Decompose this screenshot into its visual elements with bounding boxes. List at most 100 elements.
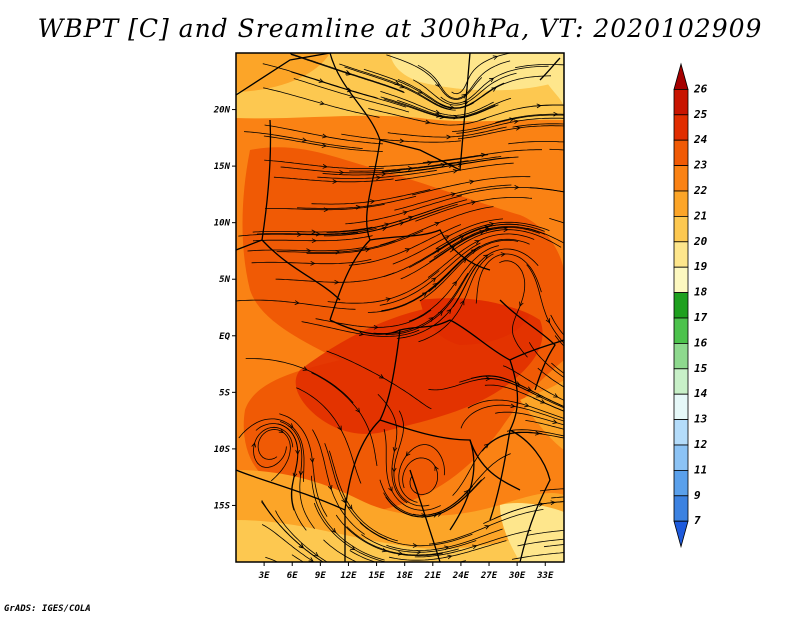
- streamline-arrow: [480, 152, 487, 158]
- colorbar-label: 24: [693, 133, 708, 146]
- streamline-arrow: [446, 308, 452, 314]
- streamline-arrow: [474, 240, 480, 245]
- streamline: [417, 60, 511, 99]
- wbpt-field: [236, 53, 564, 562]
- streamline-arrow: [392, 446, 398, 453]
- streamline-arrow: [315, 231, 321, 237]
- streamline: [251, 259, 372, 265]
- streamline-arrow: [463, 489, 469, 495]
- streamline-arrow: [407, 166, 413, 171]
- latitude-axis: 20N 15N 10N 5N EQ 5S 10S 15S: [213, 106, 236, 511]
- streamline: [428, 509, 544, 545]
- streamline: [526, 264, 564, 344]
- streamline-arrow: [292, 472, 298, 478]
- streamline-arrow: [358, 331, 365, 337]
- lat-tick-label: 5S: [219, 388, 230, 398]
- streamline-arrow: [322, 164, 328, 169]
- streamline: [452, 248, 539, 308]
- streamline: [449, 229, 562, 253]
- streamline-arrow: [384, 222, 390, 228]
- streamline: [359, 522, 473, 547]
- lat-tick-label: EQ: [219, 332, 230, 342]
- streamline-arrow: [425, 119, 431, 125]
- streamline-arrow: [302, 366, 308, 371]
- streamline: [525, 420, 564, 430]
- streamline: [467, 399, 564, 419]
- streamline: [312, 429, 365, 535]
- streamline: [383, 429, 441, 511]
- lon-tick-label: 24E: [452, 571, 470, 581]
- streamline-arrow: [440, 162, 446, 168]
- streamline-arrow: [417, 89, 423, 94]
- colorbar-swatch: [673, 215, 689, 243]
- streamline-arrow: [460, 299, 465, 306]
- streamline: [252, 226, 373, 233]
- streamline-arrow: [370, 199, 376, 204]
- streamline: [380, 91, 494, 116]
- streamline: [517, 538, 564, 547]
- streamline: [526, 529, 564, 536]
- streamline-arrow: [485, 376, 491, 382]
- colorbar-label: 16: [694, 336, 708, 349]
- streamline: [475, 253, 542, 304]
- streamline-arrow: [309, 457, 315, 464]
- streamline-arrow: [484, 225, 490, 230]
- country-borders: [236, 53, 564, 562]
- streamline-arrow: [450, 192, 456, 197]
- streamline: [311, 372, 378, 466]
- streamline-arrow: [553, 111, 559, 117]
- streamline: [291, 554, 304, 562]
- streamline: [383, 98, 499, 119]
- streamline-arrow: [327, 484, 333, 491]
- lon-tick-label: 12E: [340, 571, 357, 581]
- streamline: [380, 96, 496, 119]
- streamline: [301, 321, 420, 337]
- streamline: [293, 78, 410, 113]
- streamline: [344, 66, 456, 111]
- colorbar-label: 17: [694, 311, 708, 324]
- colorbar-label: 18: [694, 286, 708, 299]
- streamline: [326, 206, 444, 233]
- streamline-arrow: [310, 261, 316, 266]
- streamlines: [236, 53, 564, 562]
- colorbar-label: 14: [694, 387, 708, 400]
- streamline: [345, 195, 462, 225]
- streamline-arrow: [483, 443, 489, 449]
- streamline-arrow: [339, 170, 345, 175]
- streamline-arrow: [472, 544, 478, 550]
- streamline-arrow: [375, 175, 382, 181]
- streamline: [273, 176, 394, 183]
- streamline: [339, 63, 451, 110]
- streamline: [256, 228, 377, 235]
- streamline: [392, 218, 504, 265]
- colorbar-label: 11: [694, 463, 707, 476]
- streamline-arrow: [385, 297, 392, 302]
- streamline: [252, 235, 373, 242]
- streamline-arrow: [294, 300, 300, 305]
- streamline-arrow: [337, 425, 342, 431]
- streamline-arrow: [436, 113, 442, 118]
- streamline: [394, 162, 514, 181]
- streamline-arrow: [503, 227, 509, 233]
- streamline-arrow: [251, 442, 256, 448]
- lon-tick-label: 3E: [258, 571, 270, 581]
- streamline: [275, 272, 395, 283]
- colorbar-swatch: [673, 444, 689, 471]
- streamline-arrow: [444, 235, 450, 240]
- streamline: [554, 335, 564, 347]
- streamline-arrow: [438, 310, 444, 316]
- streamline-arrow: [404, 248, 411, 253]
- streamline: [428, 378, 544, 399]
- streamline: [382, 156, 502, 172]
- colorbar-label: 7: [694, 514, 701, 527]
- streamline-arrow: [514, 185, 520, 190]
- streamline-arrow: [298, 470, 304, 476]
- streamline: [290, 54, 405, 94]
- streamline: [262, 63, 378, 99]
- streamline: [386, 54, 483, 100]
- lat-tick-label: 5N: [219, 275, 230, 285]
- streamline: [263, 135, 383, 152]
- streamline: [297, 195, 417, 209]
- streamline-arrow: [319, 100, 325, 106]
- streamline-arrow: [452, 168, 459, 174]
